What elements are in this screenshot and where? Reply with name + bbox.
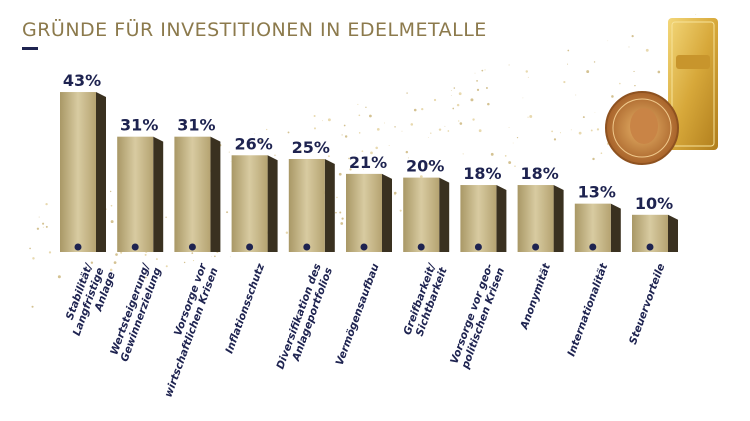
bar-side [382, 173, 392, 252]
value-label: 21% [349, 153, 387, 172]
marker-dot [303, 243, 311, 251]
bar [231, 155, 268, 252]
value-label: 18% [520, 164, 558, 183]
bar-side [610, 203, 621, 252]
marker-dot [589, 243, 597, 251]
marker-dot [188, 243, 196, 251]
value-label: 13% [578, 183, 616, 202]
value-label: 43% [63, 71, 101, 90]
value-label: 25% [292, 138, 330, 157]
marker-dot [131, 243, 139, 251]
value-label: 26% [234, 134, 272, 153]
marker-dot [74, 243, 82, 251]
title-underline [22, 47, 38, 50]
marker-dot [360, 243, 368, 251]
value-label: 20% [406, 157, 444, 176]
marker-dot [646, 243, 654, 251]
bar-side [324, 159, 335, 252]
bar-side [267, 155, 278, 252]
chart-title: GRÜNDE FÜR INVESTITIONEN IN EDELMETALLE [22, 18, 487, 41]
value-label: 18% [463, 164, 501, 183]
gold-bar-illustration [605, 18, 718, 165]
bar-side [210, 136, 221, 252]
bar [346, 173, 382, 252]
marker-dot [532, 243, 540, 251]
bar [517, 185, 554, 252]
value-label: 10% [635, 194, 673, 213]
bar [460, 185, 497, 252]
value-label: 31% [177, 116, 215, 135]
marker-dot [246, 243, 254, 251]
bar-side [668, 214, 678, 252]
bar-side [153, 136, 164, 252]
bar-side [439, 177, 450, 252]
bar-side [553, 185, 564, 252]
bar-side [96, 92, 106, 252]
value-label: 31% [120, 116, 158, 135]
bar [60, 92, 96, 252]
marker-dot [474, 243, 482, 251]
marker-dot [417, 243, 425, 251]
bar [403, 177, 440, 252]
bar [117, 136, 154, 252]
bar-side [496, 185, 507, 252]
bar [174, 136, 211, 252]
bar [288, 159, 325, 252]
